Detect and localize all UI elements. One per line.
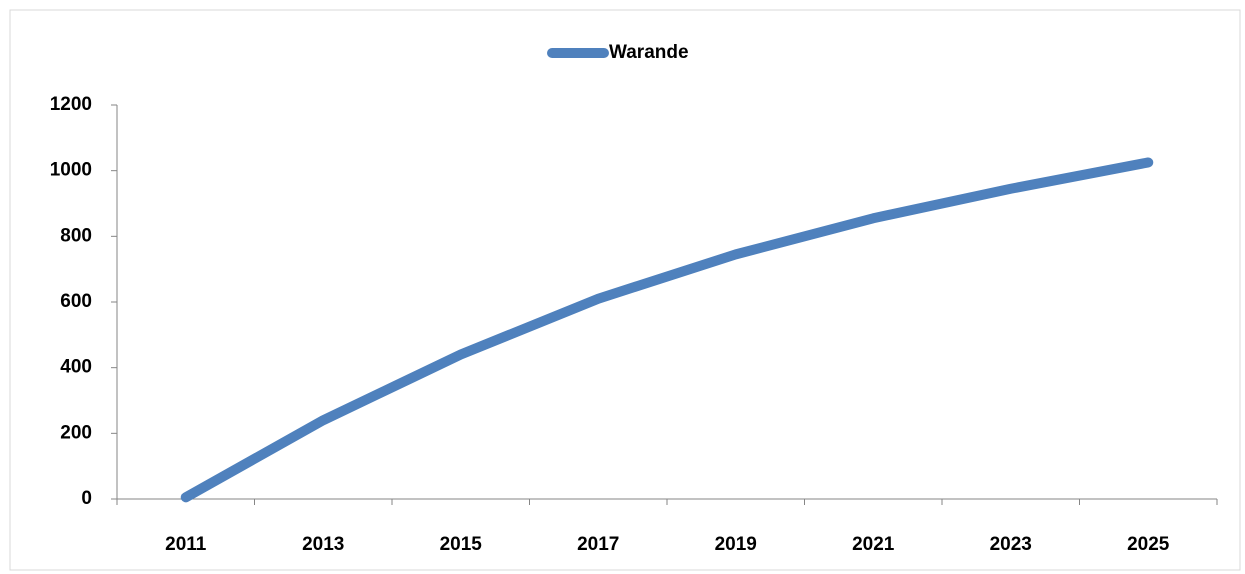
series-line: [180, 157, 1154, 503]
x-tick-label: 2025: [1127, 534, 1170, 555]
x-tick-label: 2013: [302, 534, 344, 555]
y-tick-label: 0: [81, 488, 92, 509]
y-tick-label: 800: [60, 225, 92, 246]
x-tick-label: 2011: [165, 534, 207, 555]
y-tick-label: 200: [60, 422, 92, 443]
x-tick-label: 2017: [577, 534, 619, 555]
x-tick-label: 2019: [715, 534, 757, 555]
x-tick-label: 2021: [852, 534, 895, 555]
x-tick-label: 2015: [440, 534, 483, 555]
y-tick-label: 1200: [50, 94, 92, 115]
y-tick-label: 400: [60, 357, 92, 378]
y-tick-label: 1000: [50, 160, 92, 181]
y-tick-label: 600: [60, 291, 92, 312]
legend-label: Warande: [609, 42, 689, 63]
x-tick-label: 2023: [990, 534, 1032, 555]
